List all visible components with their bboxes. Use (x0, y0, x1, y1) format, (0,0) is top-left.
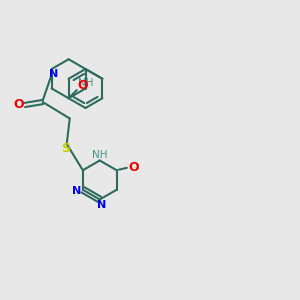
Text: NH: NH (78, 78, 93, 88)
Text: NH: NH (92, 150, 107, 160)
Text: N: N (49, 69, 58, 80)
Text: N: N (72, 186, 82, 196)
Text: N: N (97, 200, 106, 210)
Text: O: O (128, 161, 139, 174)
Text: O: O (77, 79, 88, 92)
Text: O: O (14, 98, 24, 112)
Text: S: S (61, 142, 70, 155)
